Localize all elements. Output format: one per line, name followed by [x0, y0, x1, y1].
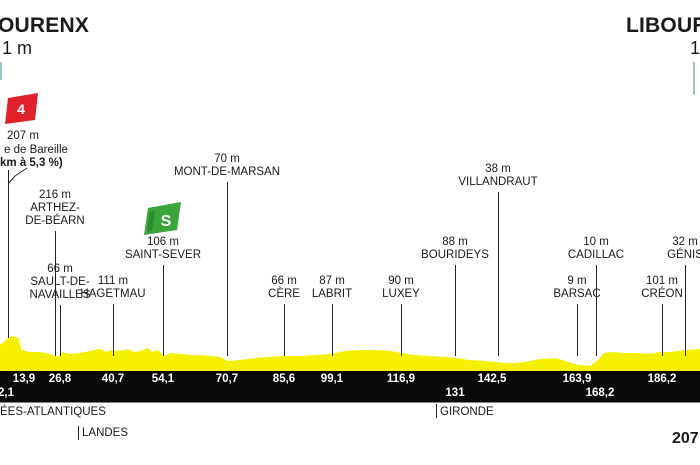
waypoint-name: BOURIDEYS: [421, 249, 489, 261]
waypoint-name: LUXEY: [382, 288, 420, 300]
waypoint-name: CRÉON: [641, 288, 683, 300]
km-label-sault: 26,8: [48, 373, 72, 385]
waypoint-name: MONT-DE-MARSAN: [173, 166, 281, 178]
waypoint-creon: 101 m CRÉON: [641, 275, 683, 301]
climb-leader: [7, 167, 28, 185]
climb-category-label: 4: [17, 101, 25, 117]
km-label-cere: 85,6: [272, 373, 296, 385]
km-label-marker-1: 13,9: [12, 373, 36, 385]
waypoint-line: [60, 305, 61, 356]
waypoint-altitude: 70 m: [214, 153, 240, 165]
km-label-hagetmau: 40,7: [101, 373, 125, 385]
waypoint-altitude: 87 m: [319, 275, 345, 287]
climb-name: e de Bareille: [4, 144, 68, 156]
waypoint-name: BARSAC: [553, 288, 601, 300]
waypoint-altitude: 111 m: [97, 275, 129, 287]
waypoint-cadillac: 10 m CADILLAC: [568, 236, 624, 262]
waypoint-line: [401, 304, 402, 356]
km-label-saint-sever: 54,1: [151, 373, 175, 385]
sprint-label: S: [161, 213, 172, 230]
km-band-lower: [0, 390, 700, 402]
waypoint-name: LABRIT: [311, 288, 353, 300]
waypoint-name: GÉNIS: [667, 249, 700, 261]
waypoint-line: [685, 265, 686, 356]
waypoint-luxey: 90 m LUXEY: [382, 275, 420, 301]
climb-line: [8, 170, 9, 338]
km-label-labrit: 99,1: [320, 373, 344, 385]
km-label-barsac: 163,9: [562, 373, 592, 385]
waypoint-bourideys: 88 m BOURIDEYS: [421, 236, 489, 262]
waypoint-line: [498, 192, 499, 356]
region-pyrenees-atlantiques: ÉES-ATLANTIQUES: [0, 406, 106, 418]
waypoint-name: CÈRE: [268, 288, 300, 300]
waypoint-altitude: 66 m: [271, 275, 297, 287]
waypoint-labrit: 87 m LABRIT: [312, 275, 352, 301]
sprint-badge: S: [144, 202, 181, 235]
waypoint-name: HAGETMAU: [80, 288, 146, 300]
waypoint-name: ARTHEZ-: [30, 202, 80, 214]
waypoint-line: [55, 231, 56, 356]
waypoint-sault: 66 m SAULT-DE- NAVAILLES: [30, 263, 91, 302]
waypoint-name: CADILLAC: [567, 249, 625, 261]
waypoint-name: SAULT-DE-: [30, 276, 90, 288]
waypoint-genis: 32 m GÉNIS: [667, 236, 700, 262]
km-label-marker-0: 2,1: [0, 387, 14, 399]
region-landes: LANDES: [82, 427, 129, 439]
km-label-villandraut: 142,5: [477, 373, 507, 385]
waypoint-line: [662, 304, 663, 356]
start-town: OURENX: [0, 14, 90, 37]
waypoint-line: [577, 304, 578, 356]
waypoint-name: SAINT-SEVER: [124, 249, 202, 261]
waypoint-line: [596, 265, 597, 356]
waypoint-villandraut: 38 m VILLANDRAUT: [458, 163, 537, 189]
waypoint-line: [284, 304, 285, 356]
km-band: [0, 371, 700, 390]
km-label-luxey: 116,9: [386, 373, 416, 385]
waypoint-altitude: 9 m: [567, 275, 587, 287]
finish-altitude: 1: [690, 38, 700, 58]
waypoint-line: [113, 304, 114, 356]
waypoint-altitude: 10 m: [583, 236, 609, 248]
waypoint-altitude: 32 m: [672, 236, 698, 248]
km-label-cadillac: 168,2: [585, 387, 615, 399]
waypoint-mont-de-marsan: 70 m MONT-DE-MARSAN: [174, 153, 280, 179]
climb-detail: km à 5,3 %): [0, 157, 63, 169]
waypoint-altitude: 38 m: [485, 163, 511, 175]
waypoint-barsac: 9 m BARSAC: [553, 275, 600, 301]
finish-town: LIBOUR: [626, 14, 700, 37]
waypoint-altitude: 90 m: [388, 275, 414, 287]
region-gironde: GIRONDE: [440, 406, 494, 418]
waypoint-saint-sever: 106 m SAINT-SEVER: [125, 236, 201, 262]
waypoint-altitude: 88 m: [442, 236, 468, 248]
region-tick-landes: [78, 426, 79, 440]
waypoint-name: VILLANDRAUT: [458, 176, 538, 188]
km-label-bourideys: 131: [445, 387, 465, 399]
waypoint-cere: 66 m CÈRE: [268, 275, 300, 301]
km-label-creon: 186,2: [647, 373, 677, 385]
waypoint-line: [332, 304, 333, 356]
waypoint-altitude: 106 m: [147, 236, 179, 248]
waypoint-hagetmau: 111 m HAGETMAU: [80, 275, 145, 301]
start-altitude: 1 m: [2, 38, 33, 58]
waypoint-altitude: 101 m: [646, 275, 678, 287]
waypoint-altitude: 216 m: [39, 189, 71, 201]
waypoint-name: DE-BÉARN: [25, 215, 85, 227]
waypoint-line: [227, 182, 228, 356]
waypoint-name: NAVAILLES: [29, 289, 91, 301]
km-label-mont-de-marsan: 70,7: [215, 373, 239, 385]
waypoint-arthez: 216 m ARTHEZ- DE-BÉARN: [25, 189, 84, 228]
profile-fill: [0, 336, 700, 371]
waypoint-altitude: 66 m: [47, 263, 73, 275]
total-distance: 207: [672, 430, 699, 447]
waypoint-line: [455, 265, 456, 356]
region-tick-gironde: [436, 404, 437, 418]
climb-altitude: 207 m: [7, 130, 39, 142]
climb-category-badge: 4: [5, 93, 38, 124]
waypoint-line: [163, 265, 164, 356]
